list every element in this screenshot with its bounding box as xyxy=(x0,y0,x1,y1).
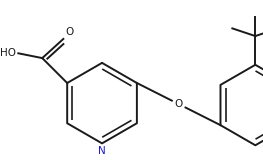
Text: HO: HO xyxy=(1,48,16,58)
Text: N: N xyxy=(98,146,106,156)
Text: O: O xyxy=(175,99,183,109)
Text: O: O xyxy=(65,27,74,37)
